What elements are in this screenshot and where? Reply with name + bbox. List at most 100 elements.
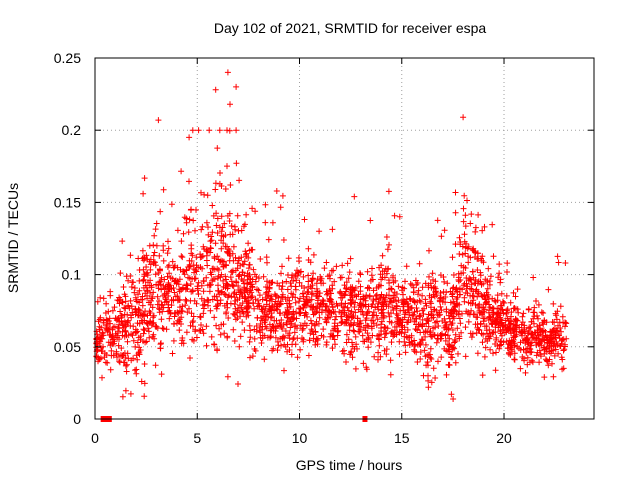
data-point [396,329,403,336]
data-point [233,160,240,167]
data-point [458,329,465,336]
data-point [390,329,397,336]
data-point [374,316,381,323]
data-point [467,276,474,283]
data-point [513,331,520,338]
data-point [106,315,113,322]
data-point [147,266,154,273]
data-point [161,285,168,292]
data-point [474,250,481,257]
data-point [200,310,207,317]
data-point [215,287,221,294]
data-point [402,342,409,349]
data-point [351,287,358,294]
data-point [107,292,114,299]
data-point [122,362,129,369]
data-point [364,309,371,316]
data-point [140,277,147,283]
data-point [212,180,219,187]
data-point [151,249,158,256]
data-point [534,323,541,330]
data-point [376,264,383,271]
data-point [530,274,537,281]
data-point [486,335,493,342]
data-point [278,342,284,349]
data-point [291,329,298,336]
data-point [345,307,352,314]
data-point [160,257,167,264]
data-point [542,329,549,335]
plot-frame [94,57,595,420]
data-point [514,317,521,324]
data-point [487,273,494,280]
data-point [140,254,147,261]
data-point [125,355,132,362]
data-point [511,356,518,363]
data-point [482,344,489,351]
data-point [435,323,442,329]
data-point [169,258,176,265]
data-point [536,347,543,354]
data-point [343,359,349,365]
data-point [146,310,153,316]
data-point [299,290,306,297]
data-point [268,296,275,303]
data-point [419,292,426,299]
data-point [246,247,253,254]
data-point [525,341,532,348]
data-point [239,300,246,307]
data-point [437,290,444,296]
data-point [224,294,231,301]
data-point [222,284,229,291]
data-point [130,279,137,286]
data-point [238,290,245,297]
data-point [200,243,207,250]
data-point [198,226,205,233]
data-point [411,348,418,355]
y-axis-label: SRMTID / TECUs [5,183,21,293]
data-point [190,323,196,330]
y-tick-label: 0.1 [62,267,82,283]
data-point [98,348,105,354]
data-point [203,323,210,330]
data-point [135,291,141,298]
data-point [527,324,534,331]
data-point [401,333,408,340]
data-point [457,291,464,298]
data-point [426,247,432,254]
data-point [158,286,165,293]
data-point [525,306,532,313]
data-point [439,330,445,337]
data-point [410,289,417,295]
data-point [480,259,487,266]
data-point [375,300,382,307]
data-point [268,304,275,311]
data-point [222,186,229,192]
data-point [442,337,449,344]
data-point [485,291,492,298]
data-point [147,289,154,296]
data-point [117,270,124,277]
data-point [384,325,391,332]
data-point [357,283,364,290]
data-point [464,290,471,297]
data-point [256,292,263,299]
data-point [396,351,403,358]
data-point [158,316,165,323]
data-point [403,263,410,270]
data-point [558,328,564,335]
data-point [402,278,408,285]
data-point [145,328,152,335]
data-point [487,304,494,311]
data-point [379,252,386,259]
data-point [324,303,330,309]
data-point [215,267,222,273]
data-point [236,177,243,184]
data-point [169,275,176,282]
data-point [426,273,432,280]
data-point [414,308,421,315]
data-point [368,272,375,279]
data-point [242,248,249,255]
data-point [492,341,498,347]
data-point [116,300,123,307]
